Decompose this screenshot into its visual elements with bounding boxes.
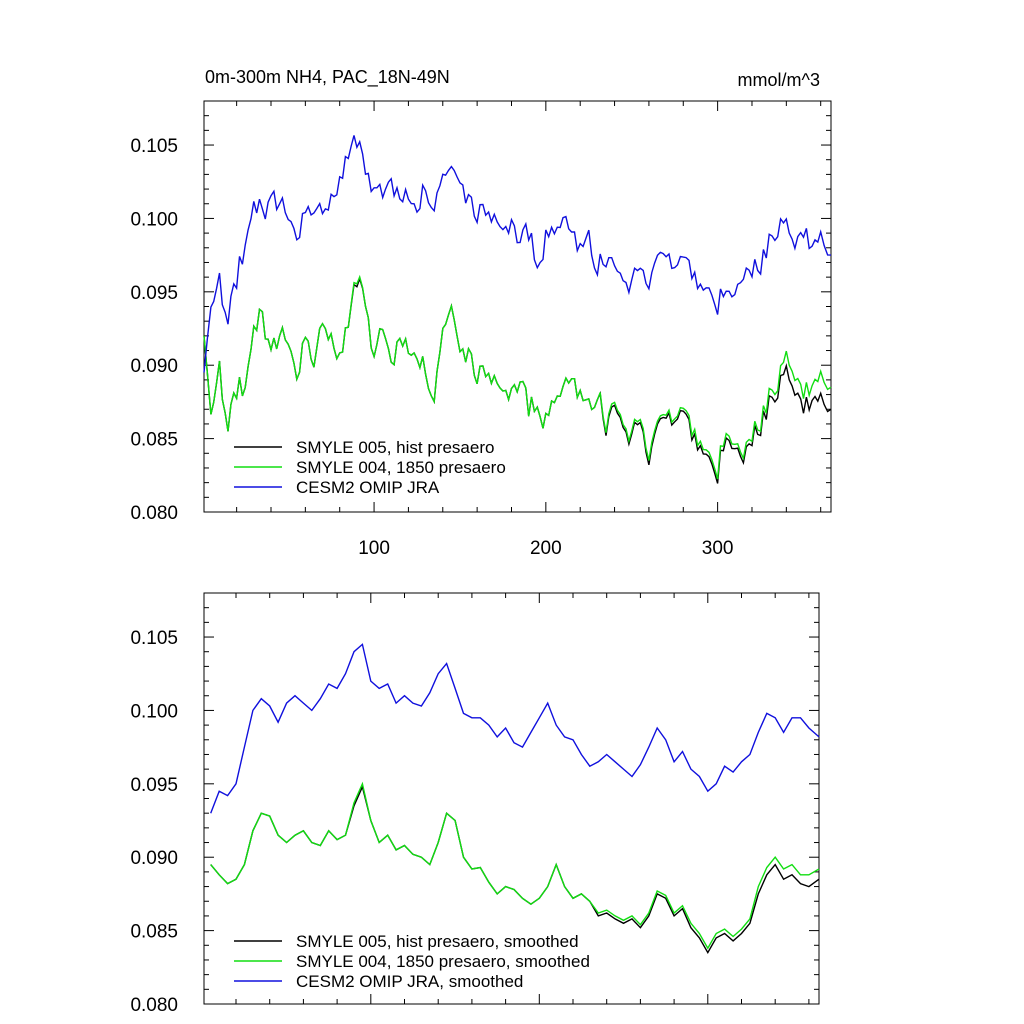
bottom-panel-ticks [204, 592, 819, 1005]
x-tick-label: 100 [358, 538, 390, 559]
legend-label: SMYLE 004, 1850 presaero, smoothed [296, 952, 590, 971]
legend-label: CESM2 OMIP JRA [296, 478, 440, 497]
top-panel: 0m-300m NH4, PAC_18N-49N mmol/m^3 0.0800… [130, 67, 832, 559]
y-tick-label: 0.100 [130, 209, 178, 230]
y-tick-label: 0.105 [130, 628, 178, 649]
top-panel-ticks [204, 100, 831, 513]
series-line-3 [210, 643, 820, 814]
x-tick-label: 300 [702, 538, 734, 559]
series-line-2 [210, 781, 820, 950]
bottom-panel: 0.080 0.085 0.090 0.095 0.100 0.105 SMYLE 005… [130, 592, 820, 1016]
top-panel-x-tick-labels: 100 200 300 [358, 538, 733, 559]
y-tick-label: 0.095 [130, 775, 178, 796]
y-tick-label: 0.105 [130, 136, 178, 157]
y-tick-label: 0.090 [130, 356, 178, 377]
y-tick-label: 0.090 [130, 848, 178, 869]
legend-label: SMYLE 005, hist presaero, smoothed [296, 932, 579, 951]
top-panel-series [203, 135, 832, 484]
legend-label: SMYLE 004, 1850 presaero [296, 458, 506, 477]
legend-label: SMYLE 005, hist presaero [296, 438, 494, 457]
top-panel-units: mmol/m^3 [738, 70, 820, 90]
bottom-panel-legend: SMYLE 005, hist presaero, smoothedSMYLE … [234, 932, 590, 991]
y-tick-label: 0.095 [130, 283, 178, 304]
top-panel-title: 0m-300m NH4, PAC_18N-49N [205, 67, 450, 88]
legend-label: CESM2 OMIP JRA, smoothed [296, 972, 523, 991]
y-tick-label: 0.100 [130, 701, 178, 722]
bottom-panel-series [210, 643, 820, 955]
x-tick-label: 200 [530, 538, 562, 559]
y-tick-label: 0.085 [130, 430, 178, 451]
series-line-2 [203, 274, 832, 480]
y-tick-label: 0.080 [130, 995, 178, 1016]
y-tick-label: 0.085 [130, 922, 178, 943]
bottom-panel-y-tick-labels: 0.080 0.085 0.090 0.095 0.100 0.105 [130, 628, 178, 1016]
y-tick-label: 0.080 [130, 503, 178, 524]
series-line-1 [210, 784, 820, 955]
series-line-3 [203, 135, 832, 373]
top-panel-y-tick-labels: 0.080 0.085 0.090 0.095 0.100 0.105 [130, 136, 178, 524]
